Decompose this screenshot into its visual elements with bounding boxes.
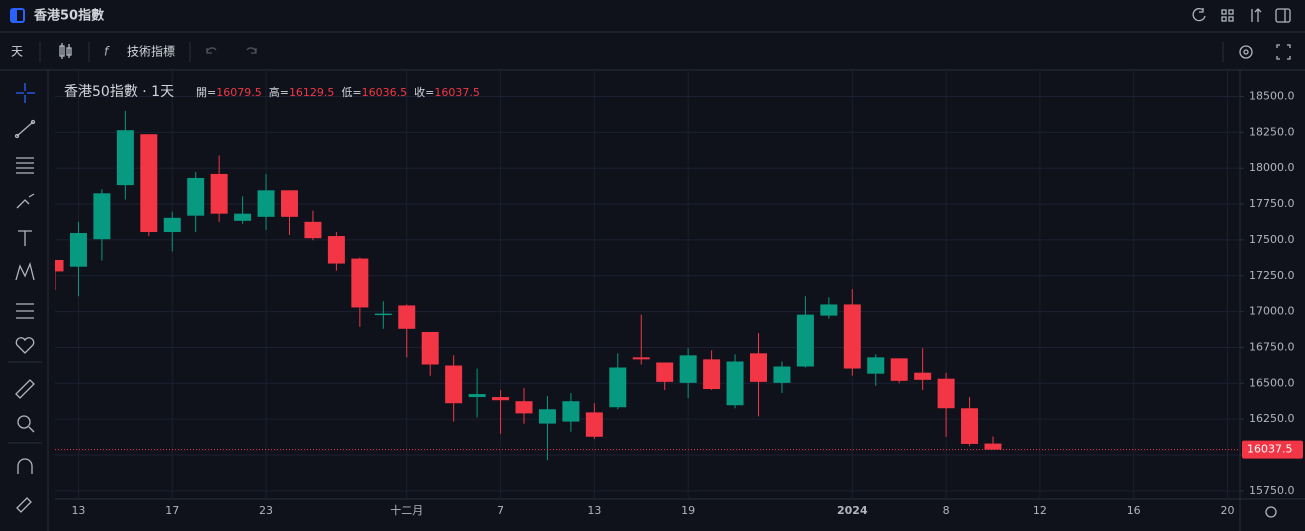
candle-body (914, 372, 932, 380)
y-tick-label: 18500.0 (1249, 90, 1295, 103)
candle-body (984, 443, 1002, 450)
y-tick-label: 18250.0 (1249, 125, 1295, 138)
ohlc-value: 16079.5 (216, 86, 262, 99)
candle-body (468, 394, 486, 398)
candle-body (656, 362, 674, 382)
y-tick-label: 17250.0 (1249, 269, 1295, 282)
candle-body (234, 213, 252, 221)
y-tick-label: 16500.0 (1249, 376, 1295, 389)
x-tick-label: 12 (1033, 504, 1047, 517)
candle-body (93, 193, 111, 240)
candle-body (187, 177, 205, 216)
candle-body (843, 304, 861, 369)
x-tick-label: 十二月 (390, 503, 423, 517)
ohlc-value: 16036.5 (362, 86, 408, 99)
y-tick-label: 17750.0 (1249, 197, 1295, 210)
candle-body (257, 190, 275, 217)
candle-body (679, 355, 697, 383)
ohlc-label: 收= (414, 85, 434, 99)
candle-body (445, 365, 463, 404)
x-tick-label: 8 (943, 504, 950, 517)
app-title: 香港50指數 (33, 8, 104, 24)
candle-body (726, 361, 744, 406)
candle-body (820, 304, 838, 316)
drawing-toolbar[interactable] (14, 83, 36, 513)
x-tick-label: 7 (497, 504, 504, 517)
candle-body (867, 357, 885, 374)
ohlc-value: 16129.5 (289, 86, 335, 99)
candle-body (796, 314, 814, 367)
indicators-button[interactable]: 技術指標 (127, 44, 175, 59)
settings-icons[interactable] (1239, 44, 1291, 60)
x-tick-label: 19 (681, 504, 695, 517)
last-price-box (1242, 440, 1303, 459)
last-price-label: 16037.5 (1247, 443, 1293, 456)
ohlc-label: 開= (196, 86, 216, 99)
settings-gear[interactable] (1265, 506, 1277, 518)
candle-body (163, 217, 181, 233)
x-tick-label: 17 (165, 504, 179, 517)
candle-body (632, 357, 650, 360)
candle-body (538, 409, 556, 424)
candle-body (750, 353, 767, 382)
candle-body (140, 134, 158, 233)
candle-body (585, 412, 603, 437)
logo (11, 9, 17, 22)
ohlc-label: 低= (341, 86, 361, 99)
candle-body (562, 401, 580, 422)
chart-type-button[interactable] (59, 43, 72, 59)
y-tick-label: 17500.0 (1249, 233, 1295, 246)
candle-body (609, 367, 627, 408)
candle-body (421, 331, 439, 365)
x-tick-label: 20 (1221, 504, 1235, 517)
candle-body (55, 259, 64, 272)
x-tick-label: 13 (71, 504, 85, 517)
ohlc-value: 16037.5 (434, 86, 480, 99)
candle-body (961, 408, 979, 444)
plot (55, 70, 1240, 499)
y-tick-label: 15750.0 (1249, 484, 1295, 497)
candle-body (374, 313, 392, 316)
x-tick-label: 23 (259, 504, 273, 517)
candle-body (890, 358, 908, 381)
fx-icon: f (104, 45, 110, 59)
interval-button[interactable]: 天 (11, 45, 23, 59)
chart-title: 香港50指數 · 1天 (64, 84, 174, 100)
x-tick-label: 2024 (837, 504, 868, 517)
candle-body (116, 130, 134, 186)
top-icons[interactable] (1192, 7, 1291, 23)
y-tick-label: 16750.0 (1249, 340, 1295, 353)
ohlc-label: 高= (269, 85, 289, 99)
undo-redo[interactable] (206, 47, 257, 54)
y-tick-label: 18000.0 (1249, 161, 1295, 174)
candle-body (773, 366, 791, 383)
candle-body (69, 233, 87, 267)
candle-body (281, 190, 298, 217)
candle-body (492, 397, 510, 401)
candle-body (327, 236, 345, 264)
candle-body (703, 359, 721, 390)
candle-body (304, 221, 322, 239)
y-tick-label: 16250.0 (1249, 412, 1295, 425)
candle-body (515, 401, 533, 414)
x-tick-label: 13 (587, 504, 601, 517)
candle-body (351, 258, 369, 308)
y-tick-label: 17000.0 (1249, 305, 1295, 318)
candle-body (937, 378, 955, 409)
candle-body (398, 305, 416, 329)
candle-body (210, 173, 228, 214)
x-tick-label: 16 (1127, 504, 1141, 517)
